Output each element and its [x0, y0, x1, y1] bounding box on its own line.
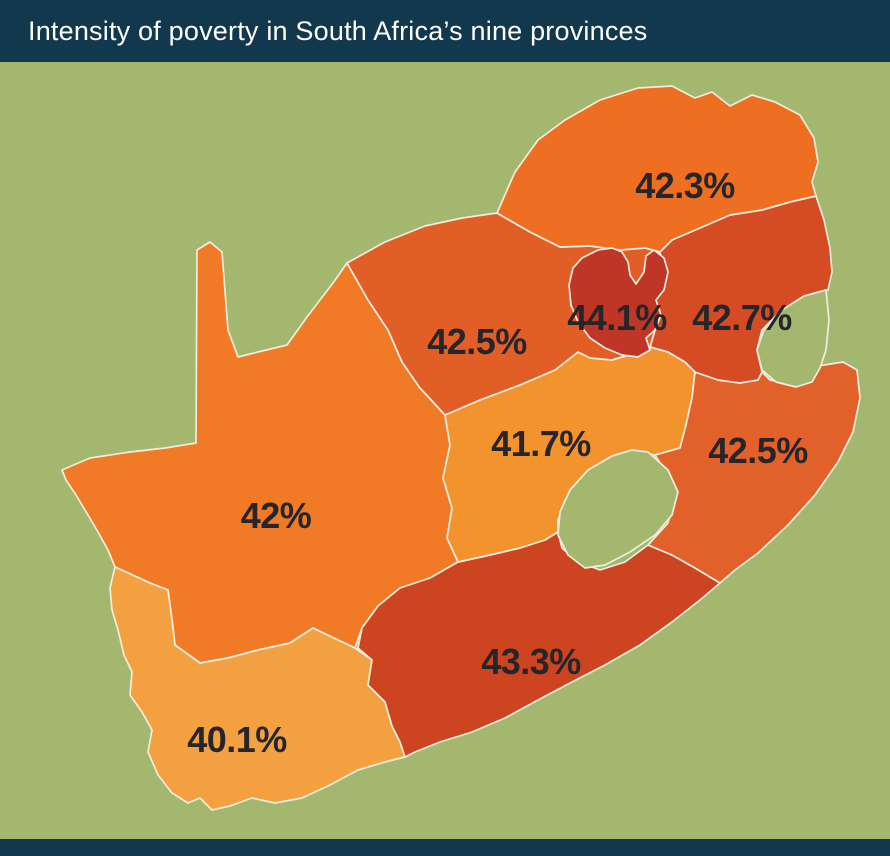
province-gauteng: [568, 247, 669, 358]
value-label-kwazulu-natal: 42.5%: [708, 430, 808, 471]
lesotho-enclave: [557, 449, 679, 569]
province-limpopo: [496, 85, 819, 253]
page-title: Intensity of poverty in South Africa’s n…: [28, 15, 648, 46]
value-label-free-state: 41.7%: [491, 423, 591, 464]
eswatini-enclave: [756, 289, 830, 388]
value-label-gauteng: 44.1%: [567, 297, 667, 338]
header-bar: Intensity of poverty in South Africa’s n…: [0, 0, 890, 62]
value-label-eastern-cape: 43.3%: [481, 641, 581, 682]
value-label-western-cape: 40.1%: [187, 719, 287, 760]
footer-bar: [0, 839, 890, 856]
value-label-north-west: 42.5%: [427, 321, 527, 362]
province-western-cape: [109, 566, 406, 811]
value-label-northern-cape: 42%: [241, 495, 312, 536]
value-label-mpumalanga: 42.7%: [692, 297, 792, 338]
value-label-limpopo: 42.3%: [635, 165, 735, 206]
